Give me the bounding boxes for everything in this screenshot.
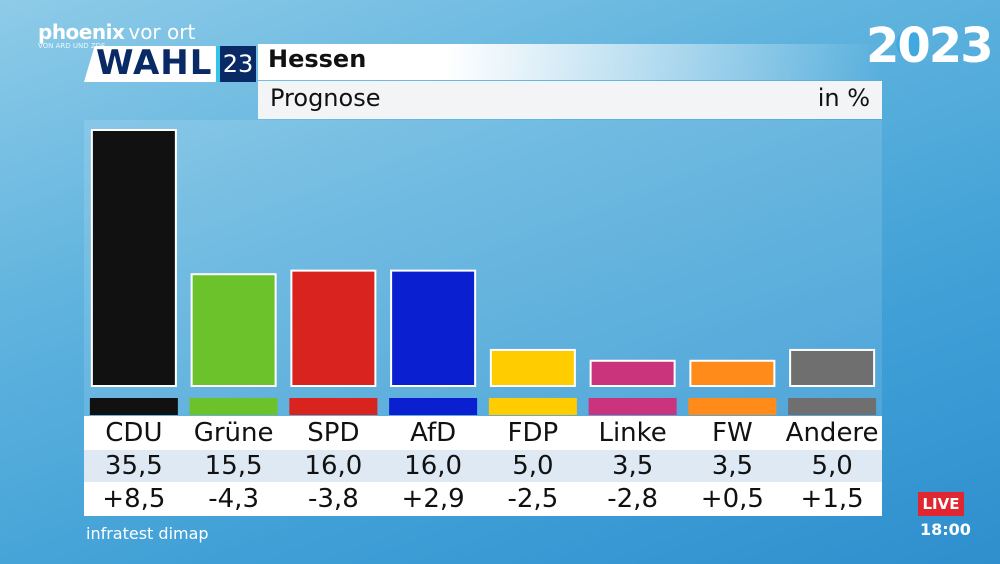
brand-sub: vor ort <box>128 20 196 44</box>
bar-grüne <box>190 273 277 387</box>
chart-title: Hessen <box>268 45 367 73</box>
unit-label: in % <box>817 84 870 112</box>
value-label-row: 35,5 15,5 16,0 16,0 5,0 3,5 3,5 5,0 <box>84 451 882 481</box>
change-label-linke: -2,8 <box>607 484 658 514</box>
change-row-bg <box>84 482 882 516</box>
value-label-grüne: 15,5 <box>204 451 263 481</box>
color-swatch-spd <box>289 398 378 415</box>
value-label-fdp: 5,0 <box>512 451 554 481</box>
live-badge: LIVE <box>918 492 964 516</box>
bar-spd <box>290 269 377 387</box>
wahl-number: 23 <box>220 46 256 82</box>
subtitle-bar <box>258 81 882 119</box>
change-label-fw: +0,5 <box>700 484 764 514</box>
color-swatch-afd <box>389 398 478 415</box>
color-swatch-fw <box>688 398 777 415</box>
data-source: infratest dimap <box>86 524 209 543</box>
title-bar <box>258 44 882 80</box>
tick-label-afd: AfD <box>410 418 457 448</box>
brand-main: phoenix <box>38 20 125 44</box>
value-label-spd: 16,0 <box>304 451 363 481</box>
value-label-andere: 5,0 <box>811 451 853 481</box>
color-swatch-andere <box>788 398 877 415</box>
value-label-fw: 3,5 <box>711 451 754 481</box>
value-label-cdu: 35,5 <box>104 451 163 481</box>
brand-small: VON ARD UND ZDF <box>38 42 106 50</box>
tick-label-grüne: Grüne <box>193 418 274 448</box>
bar-afd <box>390 269 477 387</box>
wahl-label: WAHL <box>96 43 213 83</box>
wahl-badge <box>84 46 216 82</box>
tick-label-cdu: CDU <box>105 418 163 448</box>
election-cross-icon <box>896 30 924 58</box>
bar-cdu <box>90 129 177 387</box>
change-label-fdp: -2,5 <box>507 484 559 514</box>
value-label-linke: 3,5 <box>611 451 654 481</box>
broadcaster-logo: phoenix vor ort VON ARD UND ZDF <box>38 20 196 50</box>
bar-andere <box>789 348 876 388</box>
change-label-afd: +2,9 <box>401 484 465 514</box>
value-label-afd: 16,0 <box>404 451 463 481</box>
color-swatch-fdp <box>488 398 577 415</box>
chart-subtitle: Prognose <box>270 84 381 112</box>
value-row-bg <box>84 450 882 482</box>
broadcast-time: 18:00 <box>920 520 971 539</box>
change-label-cdu: +8,5 <box>102 484 166 514</box>
color-swatch-grüne <box>189 398 278 415</box>
color-swatch-linke <box>588 398 677 415</box>
party-label-row: CDU Grüne SPD AfD FDP Linke FW Andere <box>84 418 882 448</box>
bar-fw <box>689 359 776 387</box>
tick-label-andere: Andere <box>785 418 879 448</box>
year-logo: 2023 <box>866 18 994 74</box>
party-row-bg <box>84 416 882 450</box>
change-label-andere: +1,5 <box>800 484 864 514</box>
bar-fdp <box>489 348 576 388</box>
tick-label-linke: Linke <box>598 418 667 448</box>
color-swatch-cdu <box>89 398 178 415</box>
change-label-row: +8,5 -4,3 -3,8 +2,9 -2,5 -2,8 +0,5 +1,5 <box>84 484 882 514</box>
tick-label-spd: SPD <box>307 418 360 448</box>
bar-linke <box>589 359 676 387</box>
accent-divider <box>216 46 220 82</box>
change-label-grüne: -4,3 <box>208 484 259 514</box>
tick-label-fdp: FDP <box>507 418 559 448</box>
tick-label-fw: FW <box>712 418 753 448</box>
change-label-spd: -3,8 <box>308 484 359 514</box>
